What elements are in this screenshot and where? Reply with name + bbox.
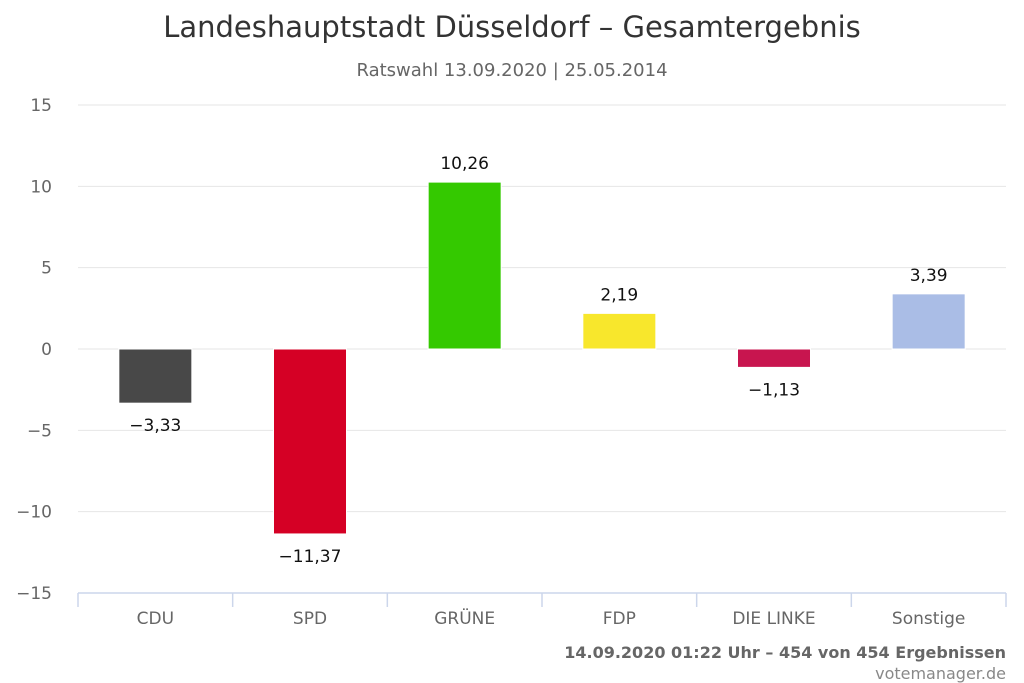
result-status-text: 14.09.2020 01:22 Uhr – 454 von 454 Ergeb… (564, 643, 1006, 662)
credit-link[interactable]: votemanager.de (875, 664, 1006, 683)
data-labels: −3,33 −11,37 10,26 2,19 −1,13 3,39 (129, 154, 947, 567)
data-label: −11,37 (279, 547, 342, 567)
y-tick-label: 5 (41, 259, 52, 279)
bar-spd (273, 348, 347, 535)
chart-subtitle: Ratswahl 13.09.2020 | 25.05.2014 (356, 60, 668, 81)
category-label: SPD (293, 609, 327, 629)
category-label: Sonstige (892, 609, 965, 629)
bars (118, 181, 966, 535)
bar-grüne (427, 181, 502, 350)
data-label: −3,33 (129, 416, 181, 436)
y-tick-label: 0 (41, 340, 52, 360)
category-label: DIE LINKE (732, 609, 815, 629)
category-label: GRÜNE (434, 607, 495, 629)
y-tick-label: −15 (16, 584, 52, 604)
category-label: CDU (137, 609, 174, 629)
category-labels: CDU SPD GRÜNE FDP DIE LINKE Sonstige (137, 607, 966, 629)
chart-title: Landeshauptstadt Düsseldorf – Gesamterge… (163, 10, 861, 44)
data-label: 3,39 (910, 266, 948, 286)
y-tick-label: −5 (27, 421, 52, 441)
y-tick-label: −10 (16, 503, 52, 523)
bar-cdu (118, 348, 193, 404)
y-axis-ticks: 15 10 5 0 −5 −10 −15 (16, 96, 52, 604)
y-tick-label: 15 (30, 96, 52, 116)
y-tick-label: 10 (30, 177, 52, 197)
data-label: −1,13 (748, 380, 800, 400)
data-label: 10,26 (440, 154, 489, 174)
category-label: FDP (603, 609, 636, 629)
grid-lines (78, 104, 1006, 513)
bar-die-linke (737, 348, 811, 368)
bar-fdp (582, 312, 657, 350)
x-axis (77, 592, 1007, 607)
bar-sonstige (891, 293, 966, 350)
data-label: 2,19 (600, 285, 638, 305)
